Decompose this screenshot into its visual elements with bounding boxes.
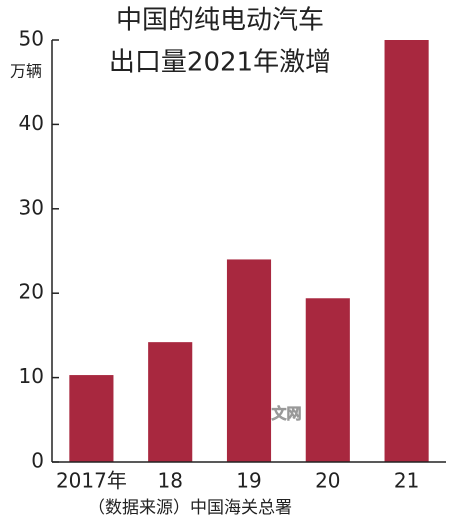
y-tick-label: 10 xyxy=(19,364,44,388)
x-tick-label: 20 xyxy=(315,469,340,493)
y-tick-label: 40 xyxy=(19,111,44,135)
chart-title: 中国的纯电动汽车 xyxy=(116,6,324,36)
chart-title: 出口量2021年激增 xyxy=(109,48,331,78)
x-tick-label: 2017年 xyxy=(56,469,127,493)
y-tick-label: 0 xyxy=(31,449,44,473)
x-tick-label: 19 xyxy=(236,469,261,493)
bar xyxy=(69,375,114,462)
x-tick-label: 21 xyxy=(394,469,419,493)
bar xyxy=(148,342,193,462)
bar xyxy=(305,298,350,462)
y-tick-label: 50 xyxy=(19,27,44,51)
y-tick-label: 20 xyxy=(19,280,44,304)
y-unit: 万辆 xyxy=(10,62,42,81)
bar xyxy=(384,40,429,462)
x-tick-label: 18 xyxy=(157,469,182,493)
y-tick-label: 30 xyxy=(19,195,44,219)
bar xyxy=(226,259,272,462)
source-note: （数据来源）中国海关总署 xyxy=(88,498,292,518)
